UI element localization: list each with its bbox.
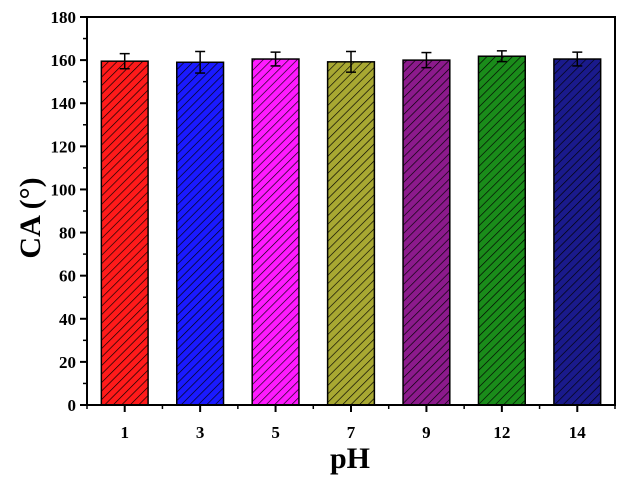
error-bar-ph-5 bbox=[270, 51, 281, 67]
x-tick-label: 9 bbox=[422, 423, 431, 442]
error-bar-ph-14 bbox=[572, 51, 583, 67]
y-axis-title: CA (°) bbox=[14, 177, 47, 258]
error-bar-ph-12 bbox=[496, 50, 507, 63]
bar-ph-7 bbox=[326, 61, 376, 406]
bar-ph-14 bbox=[553, 58, 602, 406]
y-tick-label: 40 bbox=[59, 310, 76, 329]
y-tick-label: 160 bbox=[51, 51, 77, 70]
x-tick-label: 3 bbox=[196, 423, 205, 442]
y-tick-label: 100 bbox=[51, 180, 77, 199]
y-tick-label: 80 bbox=[59, 224, 76, 243]
x-axis-title: pH bbox=[330, 442, 370, 475]
bar-ph-9 bbox=[402, 59, 451, 406]
x-ticks-group: 1 3 5 7 9 12 14 bbox=[86, 405, 616, 442]
y-tick-label: 180 bbox=[51, 8, 77, 27]
bar-ph-12 bbox=[477, 55, 526, 406]
error-bar-ph-3 bbox=[195, 50, 206, 74]
x-tick-label: 1 bbox=[120, 423, 129, 442]
x-tick-label: 12 bbox=[493, 423, 510, 442]
x-tick-label: 5 bbox=[271, 423, 280, 442]
bar-ph-3 bbox=[176, 61, 225, 406]
y-tick-label: 60 bbox=[59, 267, 76, 286]
error-bar-ph-7 bbox=[346, 50, 356, 73]
y-tick-label: 0 bbox=[68, 396, 77, 415]
error-bar-ph-1 bbox=[119, 52, 130, 70]
bars-group bbox=[100, 55, 602, 406]
x-tick-label: 14 bbox=[569, 423, 587, 442]
y-tick-label: 20 bbox=[59, 353, 76, 372]
y-ticks-group: 0 20 40 60 80 100 120 140 160 180 bbox=[51, 8, 87, 415]
error-bar-ph-9 bbox=[421, 51, 432, 69]
bar-ph-5 bbox=[251, 58, 300, 406]
error-bars-group bbox=[119, 50, 583, 74]
y-tick-label: 140 bbox=[51, 94, 77, 113]
y-tick-label: 120 bbox=[51, 137, 77, 156]
x-tick-label: 7 bbox=[347, 423, 356, 442]
bar-ph-1 bbox=[100, 60, 149, 406]
